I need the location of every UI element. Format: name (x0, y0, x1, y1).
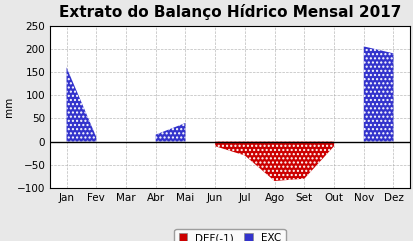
Title: Extrato do Balanço Hídrico Mensal 2017: Extrato do Balanço Hídrico Mensal 2017 (59, 4, 400, 20)
Legend: DEF(-1), EXC: DEF(-1), EXC (174, 229, 285, 241)
Y-axis label: mm: mm (4, 97, 14, 117)
